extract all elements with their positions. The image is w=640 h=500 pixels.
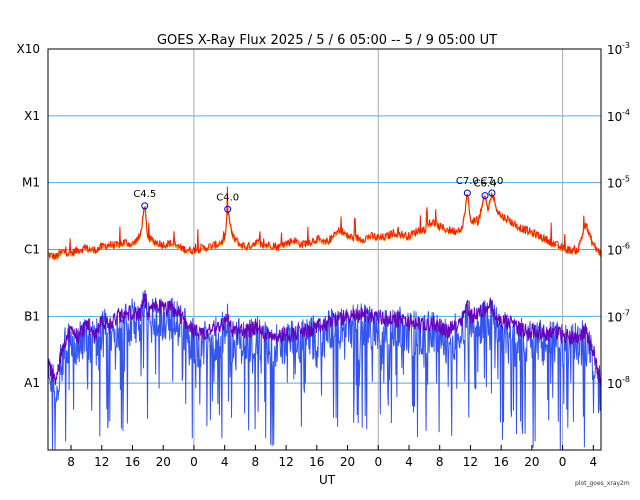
- y-right-label: 10: [607, 244, 622, 258]
- y-left-label: A1: [24, 376, 40, 390]
- x-tick-label: 12: [463, 455, 478, 469]
- x-tick-label: 0: [190, 455, 198, 469]
- y-right-exponent: -4: [622, 108, 630, 117]
- x-tick-label: 4: [221, 455, 229, 469]
- flare-label: C6.4: [474, 179, 497, 190]
- x-tick-label: 20: [340, 455, 355, 469]
- flare-marker: [224, 205, 232, 213]
- x-tick-label: 16: [125, 455, 140, 469]
- flare-label: C7.0: [456, 176, 479, 187]
- x-axis-label: UT: [319, 473, 336, 487]
- x-tick-label: 0: [374, 455, 382, 469]
- y-right-label: 10: [607, 110, 622, 124]
- x-tick-label: 8: [252, 455, 260, 469]
- flare-marker: [488, 189, 496, 197]
- x-tick-label: 8: [436, 455, 444, 469]
- x-tick-label: 20: [524, 455, 539, 469]
- y-left-label: X10: [17, 42, 41, 56]
- x-tick-label: 12: [278, 455, 293, 469]
- footer-credit: plot_goes_xray2m: [575, 480, 630, 487]
- series-layer: [47, 186, 602, 451]
- x-tick-label: 20: [156, 455, 171, 469]
- y-right-exponent: -6: [622, 242, 630, 251]
- x-tick-label: 16: [494, 455, 509, 469]
- x-tick-label: 12: [94, 455, 109, 469]
- plot-frame: [47, 48, 602, 451]
- y-right-label: 10: [607, 310, 622, 324]
- y-right-exponent: -5: [622, 175, 630, 184]
- y-axis-right-labels: 10-310-410-510-610-710-8: [607, 41, 630, 391]
- series-long-primary: [47, 186, 602, 260]
- y-left-label: B1: [24, 309, 40, 323]
- y-left-label: X1: [24, 109, 40, 123]
- flare-marker: [481, 192, 489, 200]
- x-tick-label: 16: [309, 455, 324, 469]
- flare-markers: C4.5 C4.0 C7.0C6.4C7.0: [133, 176, 503, 213]
- series-short-secondary: [47, 291, 602, 451]
- y-right-label: 10: [607, 377, 622, 391]
- x-tick-label: 0: [559, 455, 567, 469]
- y-axis-left-labels: X10 X1 M1 C1 B1 A1: [17, 42, 41, 390]
- y-right-label: 10: [607, 177, 622, 191]
- y-right-exponent: -8: [622, 375, 630, 384]
- y-right-exponent: -7: [622, 308, 630, 317]
- x-tick-label: 4: [589, 455, 597, 469]
- y-left-label: C1: [24, 243, 40, 257]
- x-axis-ticks: 8 12 16 20 0 4 8 12 16 20 0 4 8 12 16 20 0 4: [67, 445, 597, 469]
- y-left-label: M1: [22, 176, 40, 190]
- series-short-primary: [47, 289, 602, 385]
- y-right-label: 10: [607, 43, 622, 57]
- flare-marker: [463, 189, 471, 197]
- x-tick-label: 4: [405, 455, 413, 469]
- flare-label: C7.0: [480, 176, 503, 187]
- flare-label: C4.5: [133, 189, 156, 200]
- flare-label: C4.0: [216, 192, 239, 203]
- y-right-exponent: -3: [622, 41, 630, 50]
- chart-title: GOES X-Ray Flux 2025 / 5 / 6 05:00 -- 5 …: [157, 33, 497, 48]
- x-tick-label: 8: [67, 455, 75, 469]
- flare-marker: [141, 202, 149, 210]
